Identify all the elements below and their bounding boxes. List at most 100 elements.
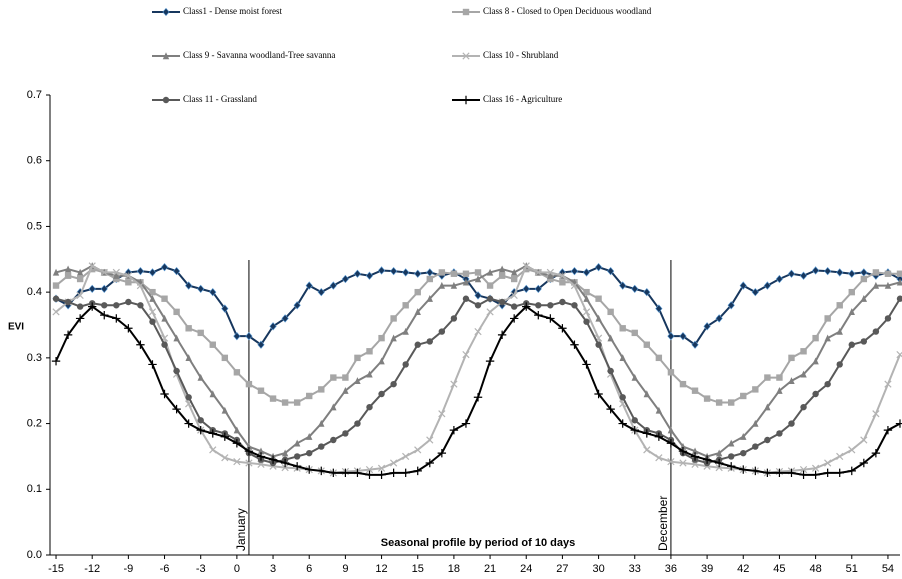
marker — [233, 426, 241, 434]
marker — [136, 340, 145, 349]
x-tick-label: 12 — [375, 563, 387, 575]
marker — [800, 370, 807, 378]
marker — [76, 268, 84, 276]
x-tick-label: -12 — [84, 563, 100, 575]
marker — [256, 452, 266, 461]
marker — [776, 430, 783, 437]
marker — [690, 452, 700, 461]
marker — [306, 433, 313, 440]
marker — [173, 367, 180, 375]
marker — [269, 322, 277, 331]
marker — [643, 446, 651, 454]
marker — [764, 403, 771, 411]
legend-label: Class 8 - Closed to Open Deciduous woodl… — [483, 6, 652, 16]
marker — [413, 466, 422, 476]
marker — [245, 332, 253, 341]
marker — [642, 429, 652, 438]
marker — [522, 262, 530, 270]
marker — [728, 399, 735, 406]
annotation-text: December — [656, 496, 670, 551]
marker — [378, 334, 385, 342]
marker — [800, 348, 807, 355]
marker — [799, 470, 808, 480]
marker — [233, 369, 241, 376]
marker — [269, 395, 277, 402]
marker — [679, 380, 687, 388]
marker — [860, 268, 868, 277]
marker — [595, 295, 602, 302]
marker — [51, 356, 61, 366]
marker — [788, 377, 795, 385]
marker — [232, 439, 242, 448]
marker — [402, 452, 410, 461]
marker — [330, 403, 337, 411]
y-axis-label: EVI — [8, 322, 24, 333]
marker — [366, 403, 373, 411]
marker — [292, 462, 302, 471]
marker — [570, 340, 579, 349]
marker — [414, 446, 422, 454]
marker — [534, 310, 543, 320]
marker — [293, 399, 301, 406]
marker — [318, 419, 325, 427]
marker — [510, 303, 518, 310]
marker — [606, 404, 615, 414]
marker — [162, 52, 170, 60]
marker — [329, 468, 338, 478]
marker — [209, 341, 216, 348]
marker — [414, 288, 421, 296]
marker — [149, 318, 156, 325]
marker — [125, 279, 132, 286]
x-tick-label: -6 — [160, 563, 170, 575]
marker — [281, 449, 289, 457]
marker — [547, 275, 554, 283]
marker — [280, 458, 290, 468]
marker — [112, 314, 121, 323]
marker — [100, 310, 109, 320]
marker — [836, 327, 843, 335]
marker — [76, 291, 84, 300]
marker — [221, 454, 229, 462]
marker — [643, 390, 651, 398]
marker — [558, 272, 567, 280]
marker — [365, 465, 374, 474]
x-tick-label: -3 — [196, 563, 206, 575]
marker — [775, 468, 784, 478]
marker — [438, 328, 446, 335]
marker — [293, 453, 301, 460]
marker — [509, 314, 519, 323]
marker — [884, 380, 892, 388]
marker — [522, 302, 531, 311]
marker — [426, 338, 433, 345]
marker — [860, 338, 868, 345]
y-tick-label: 0.6 — [27, 155, 42, 167]
x-tick-label: 6 — [306, 563, 312, 575]
marker — [582, 308, 591, 316]
x-tick-label: -15 — [48, 563, 64, 575]
marker — [884, 281, 892, 289]
marker — [172, 266, 181, 276]
marker — [317, 287, 325, 297]
marker — [377, 470, 386, 480]
marker — [812, 266, 820, 275]
marker — [474, 291, 482, 300]
marker — [354, 420, 361, 427]
marker — [485, 356, 495, 366]
marker — [474, 327, 482, 336]
marker — [76, 303, 84, 310]
marker — [293, 301, 301, 310]
marker — [257, 387, 265, 394]
marker — [595, 314, 602, 322]
marker — [462, 295, 470, 302]
marker — [702, 455, 712, 464]
marker — [52, 282, 60, 289]
marker — [306, 392, 313, 400]
marker — [161, 314, 168, 322]
marker — [450, 380, 458, 388]
marker — [209, 446, 217, 454]
marker — [619, 281, 627, 290]
marker — [860, 275, 868, 283]
marker — [450, 315, 458, 322]
marker — [486, 268, 494, 276]
marker — [583, 318, 590, 325]
